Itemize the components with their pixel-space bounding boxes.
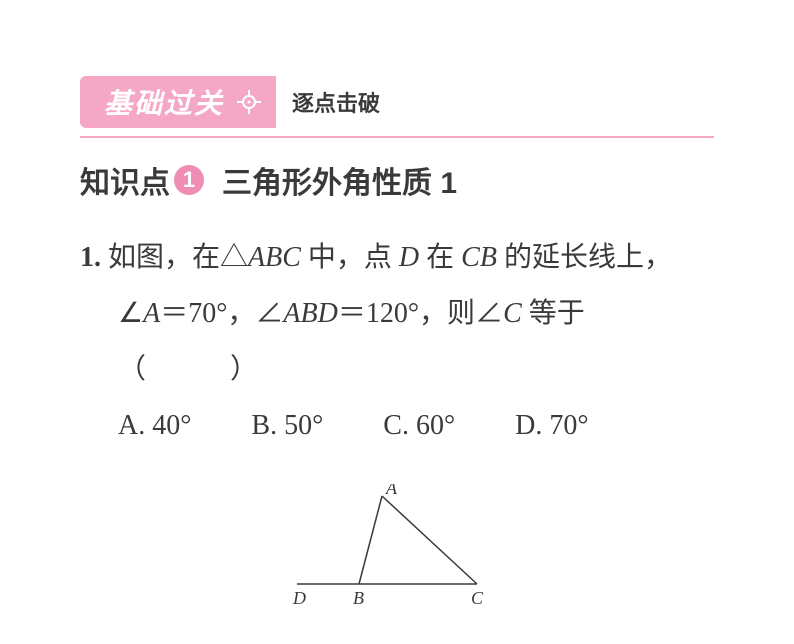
knowledge-label: 知识点 — [80, 158, 170, 202]
banner-title: 基础过关 — [104, 82, 224, 122]
triangle-diagram: A B C D — [287, 484, 507, 614]
question-line-2: ∠A＝70°，∠ABD＝120°，则∠C 等于 （ ） — [80, 286, 714, 398]
section-banner: 基础过关 — [80, 76, 276, 128]
svg-text:A: A — [385, 484, 398, 498]
q-text-3: 在 — [419, 242, 461, 273]
diagram-container: A B C D — [80, 484, 714, 614]
angle-c: C — [503, 298, 522, 329]
svg-text:C: C — [471, 588, 484, 608]
point-d: D — [399, 242, 419, 273]
knowledge-number-badge: 1 — [174, 165, 204, 195]
section-banner-row: 基础过关 逐点击破 — [80, 76, 714, 128]
option-b: B. 50° — [251, 398, 323, 454]
eq-2: ＝120°，则∠ — [338, 298, 503, 329]
options-row: A. 40° B. 50° C. 60° D. 70° — [80, 398, 714, 454]
question-line-1: 1. 如图，在△ABC 中，点 D 在 CB 的延长线上， — [80, 230, 714, 286]
question-number: 1. — [80, 242, 101, 273]
svg-text:B: B — [353, 588, 364, 608]
banner-subtitle: 逐点击破 — [292, 86, 380, 118]
triangle-label: ABC — [248, 242, 301, 273]
eq-1: ＝70°，∠ — [160, 298, 283, 329]
crosshair-icon — [236, 89, 262, 115]
segment-cb: CB — [461, 242, 497, 273]
option-c: C. 60° — [383, 398, 455, 454]
q-text-4: 的延长线上， — [497, 242, 672, 273]
angle-sym-1: ∠ — [118, 298, 143, 329]
option-a: A. 40° — [118, 398, 191, 454]
knowledge-title: 三角形外角性质 1 — [222, 158, 457, 202]
q-text-1: 如图，在△ — [101, 242, 248, 273]
divider-line — [80, 136, 714, 138]
option-d: D. 70° — [515, 398, 588, 454]
q-text-2: 中，点 — [301, 242, 399, 273]
angle-abd: ABD — [283, 298, 337, 329]
angle-a: A — [143, 298, 160, 329]
question-block: 1. 如图，在△ABC 中，点 D 在 CB 的延长线上， ∠A＝70°，∠AB… — [80, 230, 714, 454]
svg-text:D: D — [292, 588, 306, 608]
knowledge-point-row: 知识点 1 三角形外角性质 1 — [80, 158, 714, 202]
